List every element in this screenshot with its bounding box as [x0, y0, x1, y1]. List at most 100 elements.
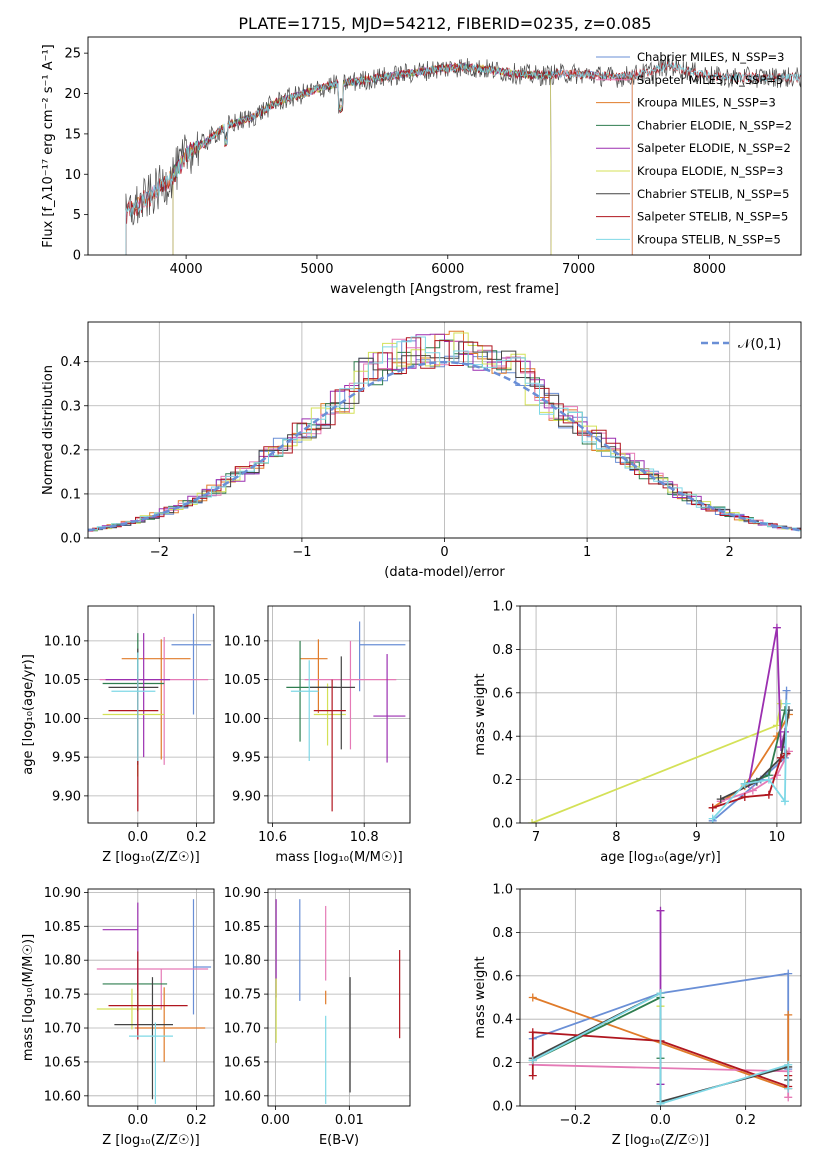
chart-age_vs_Z-point-8	[111, 652, 156, 761]
chart-residuals-xtick-label-0: −2	[150, 545, 169, 560]
chart-weight_vs_Z-ytick-label-5: 1.0	[492, 883, 513, 898]
chart-age_vs_mass-point-7	[313, 679, 346, 812]
chart-age_vs_mass-ytick-label-0: 9.90	[232, 789, 261, 804]
chart-age_vs_Z-point-6	[108, 648, 159, 765]
chart-spectrum-ytick-label-2: 10	[64, 168, 81, 183]
chart-mass_vs_ebv-ytick-label-2: 10.70	[224, 1022, 261, 1037]
chart-spectrum-plot-area	[125, 55, 801, 255]
chart-spectrum-ytick-label-5: 25	[64, 47, 81, 62]
chart-spectrum-series-8	[125, 61, 801, 255]
chart-age_vs_mass-ytick-label-4: 10.10	[224, 634, 261, 649]
chart-spectrum-series-1	[125, 62, 633, 255]
chart-mass_vs_ebv-ytick-label-0: 10.60	[224, 1089, 261, 1104]
chart-spectrum-legend-label-4: Salpeter ELODIE, N_SSP=2	[637, 141, 791, 155]
chart-spectrum-legend-label-5: Kroupa ELODIE, N_SSP=3	[637, 164, 783, 178]
chart-weight_vs_Z-ytick-label-3: 0.6	[492, 969, 513, 984]
chart-age_vs_Z-point-2	[99, 637, 209, 765]
chart-spectrum-xlabel: wavelength [Angstrom, rest frame]	[330, 282, 559, 297]
chart-weight_vs_age-marker-8-1	[740, 779, 749, 788]
chart-mass_vs_Z-ytick-label-6: 10.90	[44, 886, 81, 901]
chart-weight_vs_age-xtick-label-2: 9	[692, 830, 700, 845]
chart-weight_vs_Z-marker-8-0	[528, 1056, 537, 1065]
chart-age_vs_mass-point-1	[300, 639, 328, 713]
chart-weight_vs_Z-plot-area	[528, 906, 793, 1106]
chart-weight_vs_Z-xtick-label-0: −0.2	[560, 1113, 592, 1128]
chart-weight_vs_age-marker-7-1	[740, 792, 749, 801]
chart-mass_vs_Z-point-8	[129, 1022, 173, 1104]
chart-residuals-plot-area	[88, 330, 801, 533]
weight-vs-metallicity-panel: −0.2 0.0 0.2 0.0 0.2 0.4 0.6 0.8 1.0 Z [log₁₀(Z/Z…	[473, 883, 802, 1148]
chart-weight_vs_Z-ytick-label-0: 0.0	[492, 1100, 513, 1115]
chart-weight_vs_Z-ylabel: mass weight	[473, 956, 488, 1038]
chart-weight_vs_age-ylabel: mass weight	[473, 673, 488, 755]
chart-age_vs_mass-ytick-label-3: 10.05	[224, 673, 261, 688]
chart-mass_vs_Z-frame	[87, 888, 215, 1107]
chart-mass_vs_Z-ytick-label-1: 10.65	[44, 1055, 81, 1070]
chart-spectrum-series-7	[125, 61, 801, 255]
chart-mass_vs_Z-ytick-label-3: 10.75	[44, 988, 81, 1003]
chart-spectrum-series-3	[172, 62, 552, 255]
chart-mass_vs_ebv-frame	[267, 888, 411, 1107]
chart-mass_vs_ebv-xtick-label-0: 0.00	[261, 1113, 290, 1128]
chart-weight_vs_age-marker-8-4	[782, 699, 791, 708]
spectrum-panel: 4000 5000 6000 7000 8000 0 5 10 15 20 25 wavelength…	[41, 36, 802, 297]
chart-mass_vs_Z-ytick-label-5: 10.85	[44, 920, 81, 935]
chart-mass_vs_Z-point-2	[96, 968, 209, 1010]
chart-mass_vs_Z-point-3	[102, 970, 168, 1012]
chart-weight_vs_age-marker-8-2	[764, 775, 773, 784]
chart-weight_vs_age-ytick-label-4: 0.8	[492, 643, 513, 658]
chart-weight_vs_age-ytick-label-5: 1.0	[492, 600, 513, 615]
chart-weight_vs_Z-marker-1-0	[528, 993, 537, 1002]
chart-residuals-xtick-label-3: 1	[583, 545, 591, 560]
chart-age_vs_Z-point-3	[102, 633, 165, 777]
chart-weight_vs_age-series-2	[712, 714, 790, 809]
chart-weight_vs_Z-marker-2-2	[784, 1093, 793, 1102]
chart-mass_vs_ebv-xtick-label-1: 0.01	[335, 1113, 364, 1128]
chart-spectrum-xtick-label-2: 6000	[431, 262, 464, 277]
weight-vs-age-panel: 7 8 9 10 0.0 0.2 0.4 0.6 0.8 1.0 age [log₁₀(age/yr…	[473, 600, 802, 865]
chart-age_vs_mass-point-0	[359, 621, 406, 692]
chart-spectrum-legend-label-0: Chabrier MILES, N_SSP=3	[637, 50, 784, 64]
chart-mass_vs_ebv-plot-area	[275, 899, 401, 1104]
age-vs-mass-panel: 10.6 10.8 9.90 9.95 10.00 10.05 10.10 mass [log…	[224, 605, 411, 865]
residuals-panel: −2 −1 0 1 2 0.0 0.1 0.2 0.3 0.4 (data-model)/error…	[41, 321, 802, 580]
chart-age_vs_Z-ytick-label-0: 9.90	[52, 789, 81, 804]
chart-weight_vs_Z-frame	[519, 888, 802, 1107]
chart-residuals-ylabel: Normed distribution	[41, 365, 56, 495]
chart-spectrum-frame	[87, 36, 802, 256]
chart-weight_vs_Z-marker-8-1	[656, 989, 665, 998]
chart-age_vs_mass-point-2	[304, 640, 397, 750]
chart-residuals-xlabel: (data-model)/error	[384, 565, 505, 580]
chart-weight_vs_Z-xtick-label-1: 0.0	[650, 1113, 671, 1128]
chart-age_vs_mass-ytick-label-1: 9.95	[232, 751, 261, 766]
chart-residuals-normal-curve	[88, 360, 801, 532]
chart-weight_vs_age-marker-7-0	[708, 803, 717, 812]
chart-age_vs_mass-point-8	[290, 660, 319, 761]
chart-age_vs_Z-ytick-label-2: 10.00	[44, 712, 81, 727]
chart-mass_vs_Z-ytick-label-4: 10.80	[44, 954, 81, 969]
chart-residuals-hist-2	[88, 339, 801, 532]
chart-spectrum-series-2	[125, 63, 633, 255]
chart-mass_vs_Z-xlabel: Z [log₁₀(Z/Z☉)]	[102, 1133, 199, 1148]
chart-spectrum-legend-label-2: Kroupa MILES, N_SSP=3	[637, 96, 776, 110]
chart-age_vs_Z-ytick-label-1: 9.95	[52, 751, 81, 766]
chart-weight_vs_age-ytick-label-1: 0.2	[492, 773, 513, 788]
chart-spectrum-legend-label-3: Chabrier ELODIE, N_SSP=2	[637, 118, 792, 132]
chart-weight_vs_age-marker-3-1	[748, 786, 757, 795]
chart-age_vs_mass-xtick-label-0: 10.6	[258, 830, 287, 845]
chart-mass_vs_ebv-ytick-label-4: 10.80	[224, 954, 261, 969]
chart-residuals-hist-6	[88, 341, 801, 533]
chart-mass_vs_Z-xtick-label-0: 0.0	[127, 1113, 148, 1128]
chart-weight_vs_age-plot-area	[528, 623, 793, 823]
chart-weight_vs_Z-xtick-label-2: 0.2	[735, 1113, 756, 1128]
chart-spectrum-xtick-label-0: 4000	[170, 262, 203, 277]
chart-weight_vs_age-ytick-label-0: 0.0	[492, 817, 513, 832]
chart-age_vs_Z-ylabel: age [log₁₀(age/yr)]	[21, 654, 36, 775]
chart-mass_vs_Z-point-0	[192, 899, 212, 1015]
chart-residuals-ytick-label-4: 0.4	[60, 355, 81, 370]
chart-weight_vs_age-xtick-label-3: 10	[769, 830, 786, 845]
chart-age_vs_mass-ytick-label-2: 10.00	[224, 712, 261, 727]
chart-weight_vs_age-marker-2-2	[772, 732, 781, 741]
chart-age_vs_Z-point-5	[102, 683, 165, 777]
chart-spectrum-legend-label-1: Salpeter MILES, N_SSP=5	[637, 73, 783, 87]
